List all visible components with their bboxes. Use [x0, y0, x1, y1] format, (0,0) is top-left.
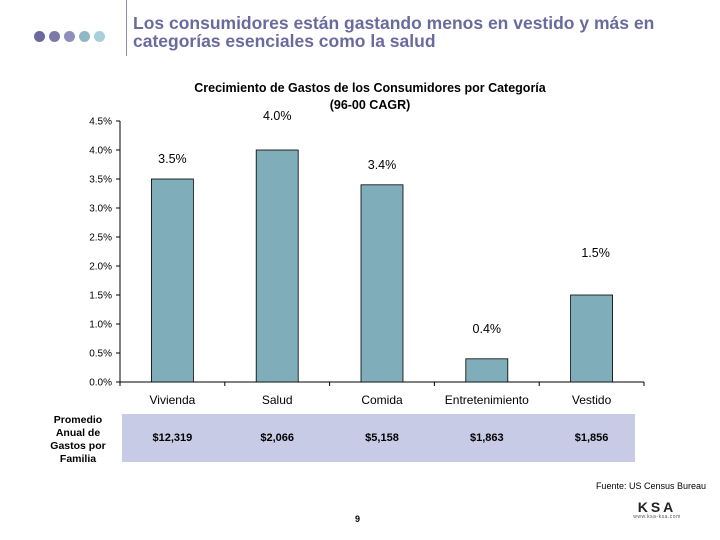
slide-title: Los consumidores están gastando menos en…: [133, 13, 655, 51]
y-tick-label: 3.0%: [89, 204, 112, 215]
table-cell: $5,158: [365, 432, 399, 444]
data-label: 3.4%: [368, 158, 397, 172]
category-label: Entretenimiento: [445, 393, 529, 407]
table-row-label: Promedio Anual de Gastos por Familia: [50, 414, 106, 465]
bar-salud: [255, 149, 299, 383]
ksa-logo: KSA www.ksa-ksa.com: [624, 500, 690, 520]
chart-title-block: Crecimiento de Gastos de los Consumidore…: [100, 80, 640, 114]
y-tick-label: 4.5%: [89, 117, 112, 128]
data-label: 3.5%: [158, 152, 187, 166]
title-divider: [126, 0, 127, 56]
y-tick-label: 0.0%: [89, 378, 112, 389]
y-tick-label: 4.0%: [89, 146, 112, 157]
table-cell: $12,319: [152, 432, 193, 444]
decorative-dot: [79, 31, 90, 42]
bar-vivienda: [150, 178, 194, 383]
bar-entretenimiento: [465, 358, 509, 383]
logo-mark: KSA: [637, 499, 677, 515]
decorative-dot: [64, 31, 75, 42]
table-cell: $1,856: [574, 432, 609, 444]
y-tick-label: 1.0%: [89, 320, 112, 331]
category-label: Vivienda: [149, 393, 195, 407]
table-cell: $2,066: [260, 432, 295, 444]
table-cell: $1,863: [469, 432, 504, 444]
chart-subtitle: (96-00 CAGR): [329, 98, 411, 112]
category-label: Salud: [262, 393, 293, 407]
decorative-dot: [49, 31, 60, 42]
data-label: 1.5%: [581, 246, 610, 260]
y-tick-label: 3.5%: [89, 175, 112, 186]
bar-vestido: [570, 294, 613, 383]
y-tick-label: 2.0%: [89, 262, 112, 273]
chart-title: Crecimiento de Gastos de los Consumidore…: [194, 81, 546, 95]
table-band: [122, 414, 635, 462]
category-label: Comida: [361, 393, 403, 407]
decorative-dots: [34, 31, 105, 42]
y-tick-label: 2.5%: [89, 233, 112, 244]
y-tick-label: 0.5%: [89, 349, 112, 360]
bar-comida: [360, 184, 404, 383]
logo-subtext: www.ksa-ksa.com: [633, 514, 681, 520]
category-label: Vestido: [572, 393, 612, 407]
y-tick-label: 1.5%: [89, 291, 112, 302]
data-label: 0.4%: [473, 322, 502, 336]
decorative-dot: [34, 31, 45, 42]
source-note: Fuente: US Census Bureau: [595, 481, 706, 491]
decorative-dot: [94, 31, 105, 42]
data-label: 4.0%: [263, 109, 292, 123]
page-number: 9: [355, 514, 361, 524]
